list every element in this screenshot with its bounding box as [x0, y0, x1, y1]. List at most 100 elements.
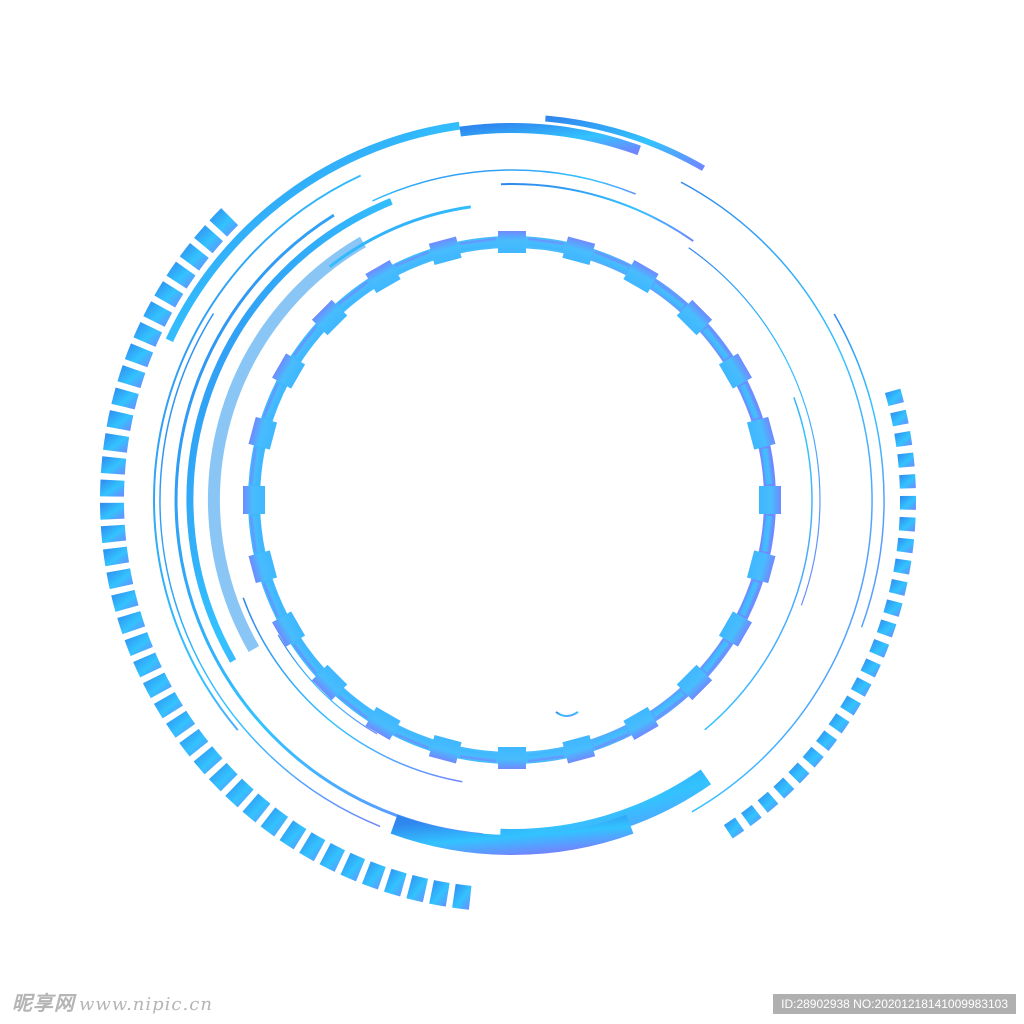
ring-arc-8	[500, 183, 694, 242]
outer-ring-left-segment-16	[153, 691, 183, 719]
outer-ring-right-segment-15	[840, 695, 861, 716]
gear-tooth-16	[365, 706, 401, 740]
outer-ring-right-segment-14	[850, 677, 872, 697]
gear-tooth-33	[395, 251, 432, 273]
outer-ring-left-segment-12	[208, 762, 238, 792]
ring-arc-17	[688, 247, 821, 606]
outer-ring-left-segment-6	[319, 843, 345, 872]
gear-tooth-45	[739, 383, 761, 420]
outer-ring-left-segment-1	[429, 880, 450, 907]
gear-tooth-39	[592, 251, 629, 273]
outer-ring-right-segment-2	[894, 431, 913, 448]
watermark-logo-text: 昵享网	[12, 991, 75, 1015]
outer-ring-right-segment-1	[890, 409, 909, 427]
ring-arc-6	[372, 169, 636, 202]
outer-ring-right-segment-20	[773, 777, 795, 799]
outer-ring-left-segment-8	[279, 820, 307, 850]
gear-tooth-31	[338, 281, 372, 310]
gear-tooth-28	[272, 353, 306, 389]
gear-tooth-19	[293, 640, 322, 674]
outer-ring-left-segment-36	[166, 261, 196, 289]
gear-tooth-42	[676, 299, 713, 336]
gear-tooth-44	[718, 353, 752, 389]
ring-arc-15	[833, 313, 885, 628]
outer-ring-right-segment-13	[860, 658, 881, 678]
gear-tooth-15	[395, 727, 432, 749]
ring-arc-4	[159, 313, 381, 828]
outer-ring-right-segment-12	[869, 639, 890, 658]
ring-arc-10	[328, 205, 472, 268]
gear-tooth-12	[498, 747, 526, 769]
gear-tooth-37	[527, 237, 565, 251]
gear-tooth-25	[249, 447, 263, 485]
gear-tooth-21	[263, 580, 285, 617]
gear-tooth-7	[652, 690, 686, 719]
outer-ring-right-segment-17	[816, 730, 838, 751]
outer-ring-left-segment-17	[142, 672, 172, 699]
gear-tooth-40	[623, 260, 659, 294]
ring-arc-11	[242, 597, 463, 783]
outer-ring-right-segment-5	[899, 495, 916, 510]
gear-tooth-14	[428, 734, 462, 764]
outer-ring-right-segment-10	[883, 599, 903, 617]
gear-tooth-38	[562, 236, 596, 266]
gear-tooth-17	[338, 690, 372, 719]
ring-arcs-group	[153, 115, 885, 856]
outer-ring-left-segment-34	[143, 301, 173, 327]
outer-ring-right-segment-22	[741, 805, 762, 827]
gear-tooth-23	[249, 515, 263, 553]
outer-ring-left-segment-25	[100, 502, 125, 520]
gear-tooth-32	[365, 260, 401, 294]
gear-tooth-8	[623, 706, 659, 740]
outer-ring-left-segment-26	[100, 479, 125, 497]
outer-ring-left-segment-3	[384, 868, 407, 897]
gear-tooth-43	[702, 326, 731, 360]
gear-tooth-0	[759, 486, 781, 514]
outer-ring-left-segment-0	[452, 883, 472, 910]
outer-ring-right-segment-9	[888, 579, 908, 596]
ring-arc-1	[459, 123, 641, 156]
gear-tooth-11	[527, 749, 565, 763]
gear-tooth-5	[702, 640, 731, 674]
outer-ring-left-segment-9	[260, 807, 289, 837]
outer-ring-left-segment-37	[179, 242, 209, 271]
ring-arc-7	[186, 198, 393, 663]
outer-ring-left-segment-30	[111, 387, 139, 410]
outer-ring-left-segment-38	[194, 225, 223, 254]
ring-arc-13	[390, 814, 634, 856]
outer-ring-left-segment-15	[166, 710, 196, 738]
gear-tooth-9	[592, 727, 629, 749]
outer-ring-left-segment-24	[100, 524, 127, 544]
outer-ring-right-segment-4	[899, 474, 916, 489]
ring-arc-2	[545, 115, 705, 171]
ring-arc-19	[277, 634, 378, 735]
gear-tooth-13	[459, 749, 497, 763]
outer-ring-left-segment-29	[106, 410, 134, 431]
gear-tooth-46	[746, 416, 776, 450]
gear-tooth-18	[311, 664, 348, 701]
outer-ring-right-segment-6	[898, 516, 916, 532]
outer-ring-left-segment-20	[117, 611, 146, 635]
gear-tooth-47	[761, 447, 775, 485]
gear-tooth-36	[498, 231, 526, 253]
outer-ring-right-segment-0	[884, 388, 904, 407]
gear-tooth-30	[311, 299, 348, 336]
outer-ring-left-segment-7	[299, 832, 326, 862]
outer-ring-left-segment-39	[209, 208, 239, 237]
outer-ring-left-segment-33	[133, 321, 163, 347]
gear-ring-group	[243, 231, 781, 769]
gear-tooth-34	[428, 236, 462, 266]
watermark-url: www.nipic.cn	[79, 994, 213, 1015]
ring-arc-9	[207, 236, 367, 652]
outer-ring-left-segment-10	[242, 793, 271, 823]
outer-ring-left-segment-14	[179, 728, 209, 757]
outer-ring-right-segment-8	[893, 558, 912, 575]
outer-ring-left-segment-35	[154, 281, 184, 308]
outer-ring-left-segment-2	[406, 875, 429, 903]
gear-tooth-27	[263, 383, 285, 420]
outer-ring-left-segment-5	[340, 852, 366, 882]
outer-ring-left-segment-27	[100, 456, 127, 475]
gear-tooth-29	[293, 326, 322, 360]
outer-ring-left-segment-32	[124, 343, 154, 368]
